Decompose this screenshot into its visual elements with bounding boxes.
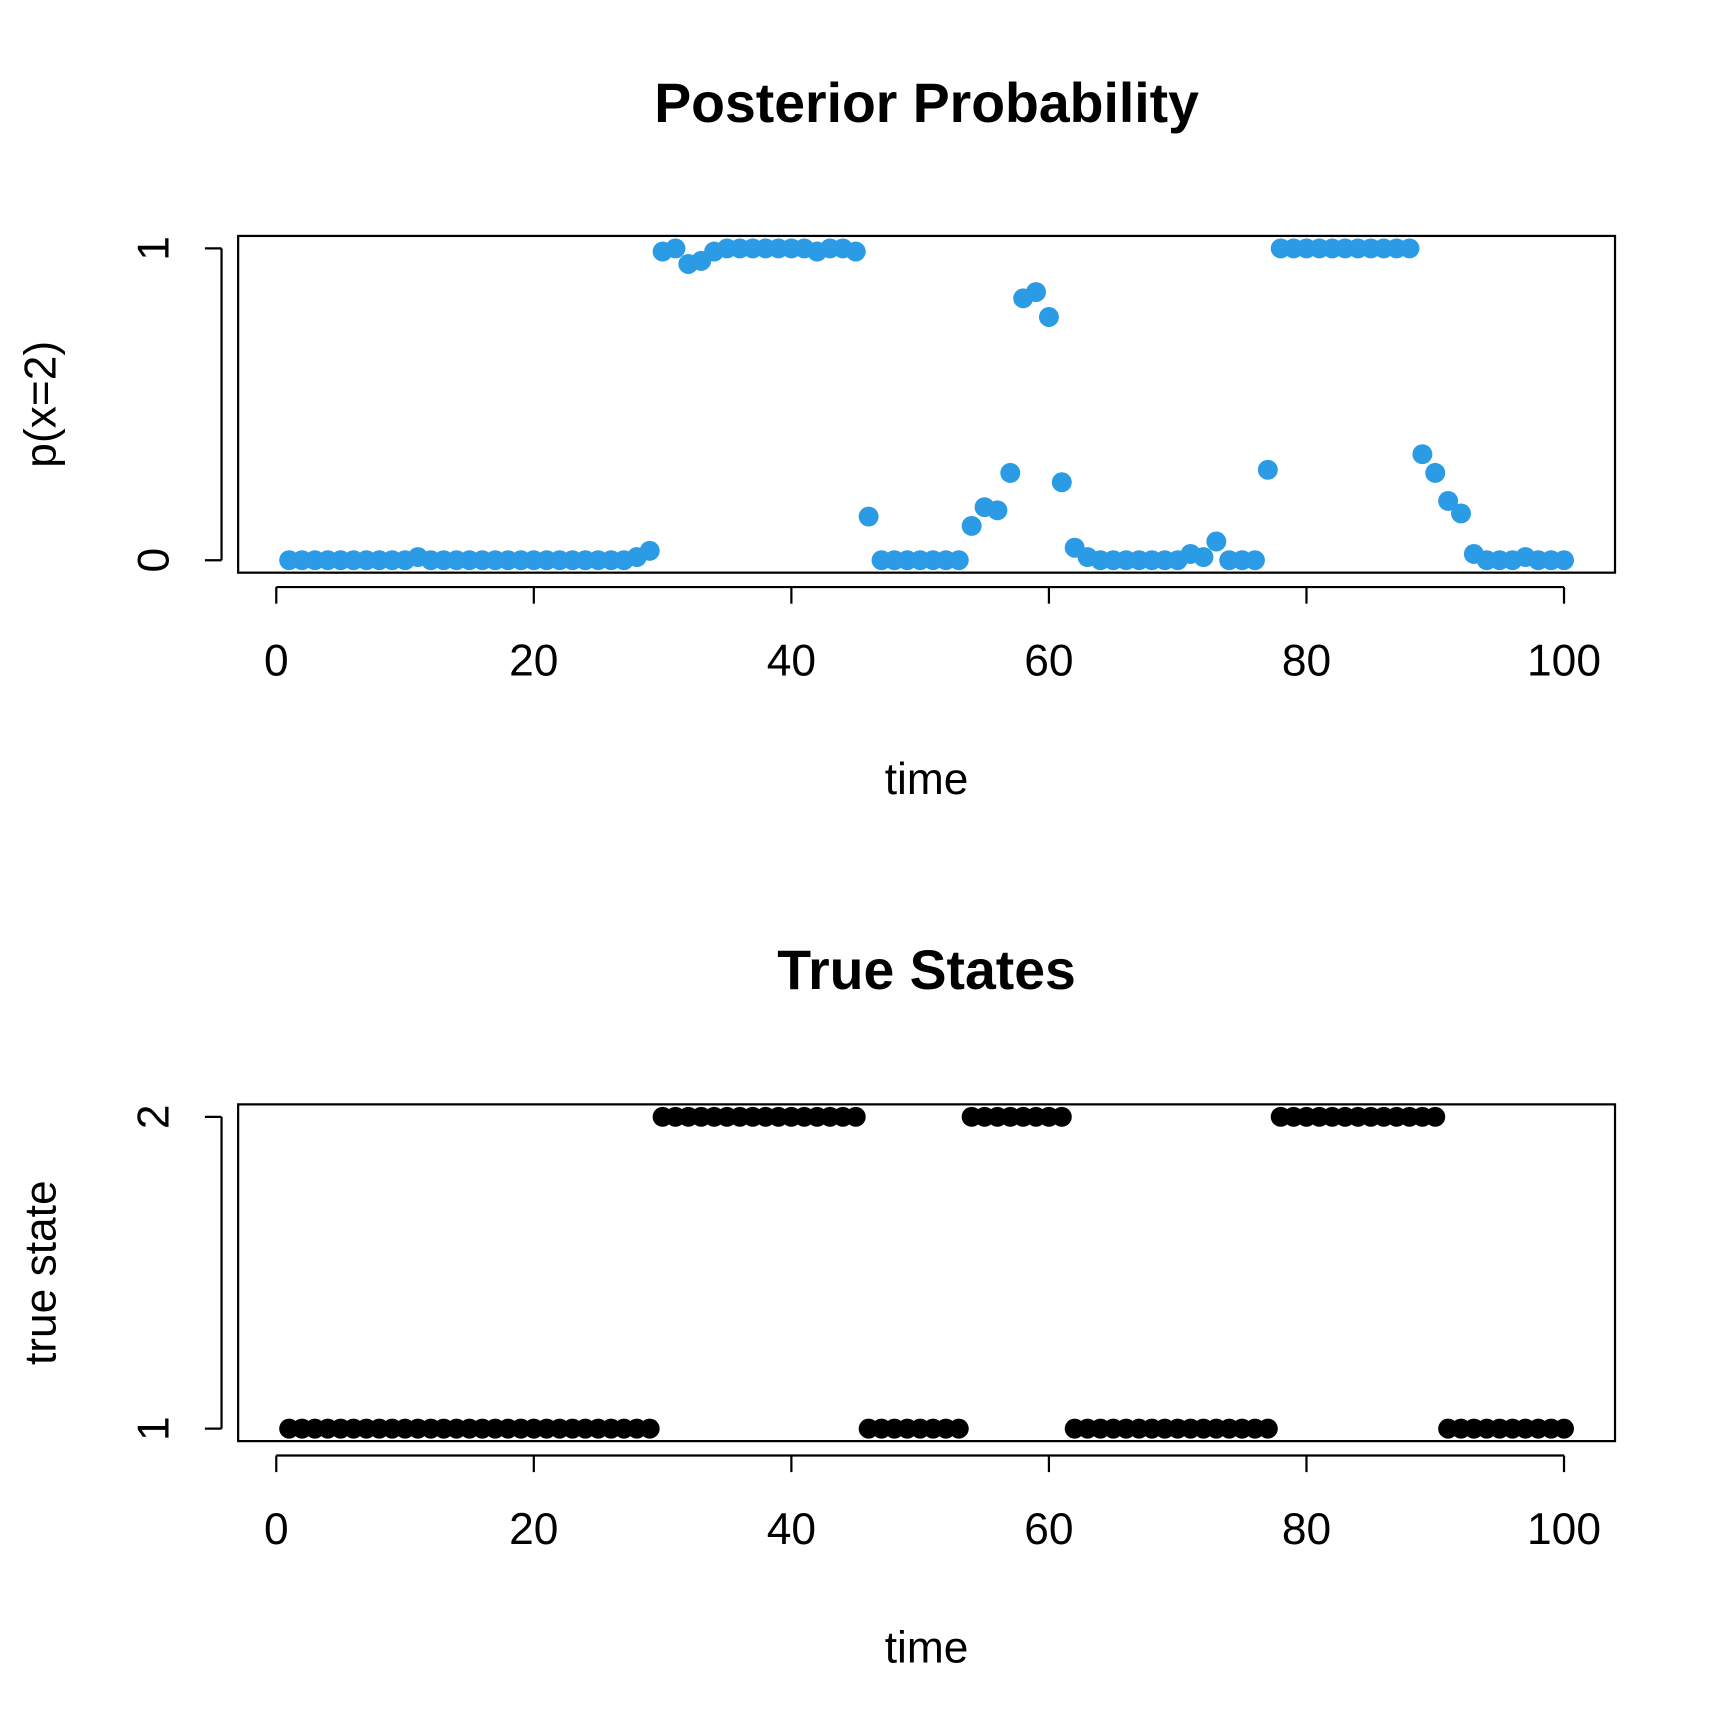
point	[1244, 550, 1265, 571]
x-tick-label: 100	[1527, 637, 1601, 686]
x-tick-label: 40	[767, 1505, 816, 1554]
point	[1051, 472, 1072, 493]
point	[1257, 459, 1278, 480]
point	[1193, 547, 1214, 568]
point	[1425, 1106, 1446, 1127]
point	[1038, 307, 1059, 327]
y-tick-label: 2	[129, 1105, 178, 1130]
point	[845, 241, 866, 262]
point	[845, 1106, 866, 1127]
plot-frame	[237, 234, 1617, 574]
point	[639, 540, 660, 561]
x-axis-label: time	[885, 755, 969, 804]
point	[1257, 1418, 1278, 1439]
x-tick-label: 100	[1527, 1505, 1601, 1554]
plot-frame	[237, 1103, 1617, 1443]
point	[1206, 531, 1227, 552]
x-tick-label: 80	[1282, 637, 1331, 686]
point	[1451, 503, 1471, 524]
x-axis-label: time	[885, 1624, 969, 1673]
point	[639, 1418, 660, 1439]
point	[1051, 1106, 1072, 1127]
point	[1554, 550, 1574, 571]
point	[1000, 462, 1021, 483]
x-tick-label: 80	[1282, 1505, 1331, 1554]
x-tick-label: 60	[1024, 637, 1073, 686]
point	[987, 500, 1008, 521]
point	[1026, 282, 1047, 303]
x-tick-label: 40	[767, 637, 816, 686]
y-axis-label: p(x=2)	[16, 341, 65, 468]
point	[1425, 462, 1446, 483]
point	[1554, 1418, 1574, 1439]
x-tick-label: 20	[509, 637, 558, 686]
point	[1438, 490, 1459, 511]
x-tick-label: 20	[509, 1505, 558, 1554]
point	[1399, 238, 1420, 259]
point	[665, 238, 686, 259]
y-tick-label: 1	[129, 236, 178, 261]
x-tick-label: 60	[1024, 1505, 1073, 1554]
y-tick-label: 1	[129, 1416, 178, 1441]
point	[1412, 444, 1433, 465]
point	[948, 550, 969, 571]
x-tick-label: 0	[264, 1505, 289, 1554]
point	[961, 515, 982, 536]
point	[858, 506, 879, 527]
chart-title: Posterior Probability	[654, 72, 1199, 134]
x-tick-label: 0	[264, 637, 289, 686]
chart-title: True States	[777, 939, 1076, 1001]
y-tick-label: 0	[129, 548, 178, 573]
y-axis-label: true state	[16, 1180, 65, 1365]
point	[948, 1418, 969, 1439]
